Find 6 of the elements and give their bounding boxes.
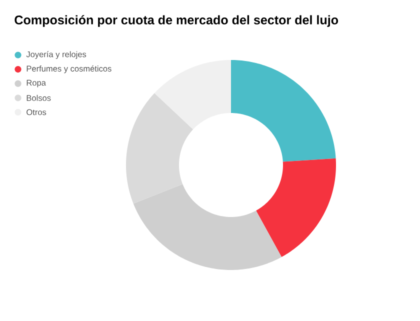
legend-label: Perfumes y cosméticos (26, 65, 112, 74)
legend-label: Bolsos (26, 94, 51, 101)
legend-label: Joyería y relojes (26, 51, 86, 59)
legend-label: Ropa (26, 80, 46, 88)
legend-label: Otros (26, 109, 46, 116)
chart-title: Composición por cuota de mercado del sector del lujo (14, 15, 338, 27)
